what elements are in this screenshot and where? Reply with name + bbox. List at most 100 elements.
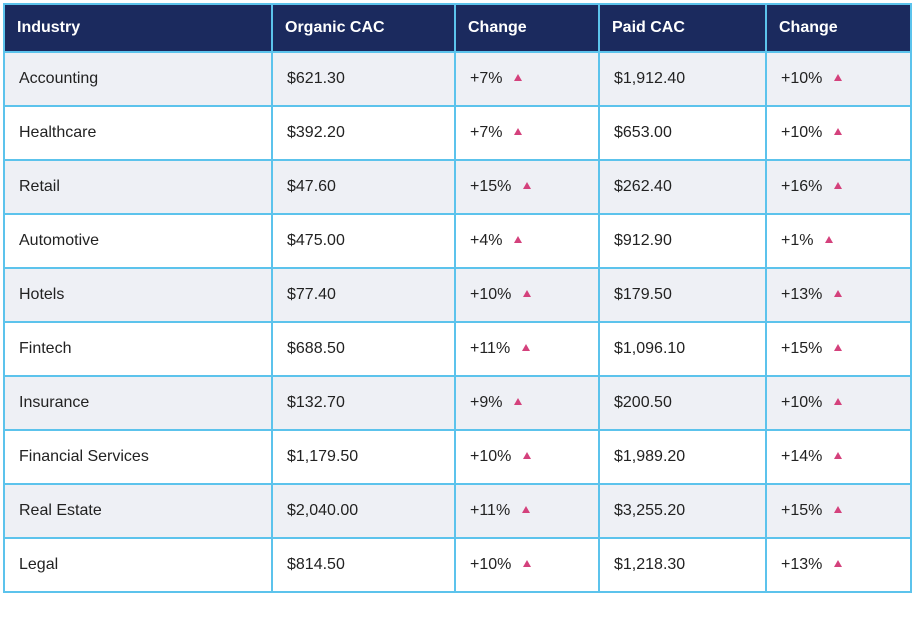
table-row: Automotive $475.00 +4% $912.90 +1% — [3, 213, 912, 269]
cell-text: $392.20 — [287, 124, 345, 141]
table-row: Legal $814.50 +10% $1,218.30 +13% — [3, 537, 912, 593]
cell-text: +16% — [781, 178, 823, 195]
up-arrow-icon — [523, 560, 532, 567]
change-cell: +10% — [454, 537, 600, 593]
cell-text: Legal — [19, 556, 59, 573]
cell-text: +15% — [470, 178, 512, 195]
up-arrow-icon — [522, 506, 531, 513]
cell-text: $1,989.20 — [614, 448, 686, 465]
cell-text: $77.40 — [287, 286, 336, 303]
cac-cell: $1,218.30 — [598, 537, 767, 593]
header-cell: Organic CAC — [271, 3, 456, 53]
cell-text: $1,179.50 — [287, 448, 359, 465]
up-arrow-icon — [522, 344, 531, 351]
up-arrow-icon — [834, 74, 843, 81]
up-arrow-icon — [523, 290, 532, 297]
cell-text: $132.70 — [287, 394, 345, 411]
up-arrow-icon — [514, 74, 523, 81]
cac-cell: $814.50 — [271, 537, 456, 593]
change-cell: +16% — [765, 159, 912, 215]
change-cell: +9% — [454, 375, 600, 431]
cac-cell: $621.30 — [271, 51, 456, 107]
cac-cell: $653.00 — [598, 105, 767, 161]
change-cell: +11% — [454, 483, 600, 539]
table-row: Accounting $621.30 +7% $1,912.40 +10% — [3, 51, 912, 107]
table-header: Industry Organic CAC Change Paid CAC Change — [3, 3, 912, 53]
industry-cell: Automotive — [3, 213, 273, 269]
table-row: Real Estate $2,040.00 +11% $3,255.20 +15% — [3, 483, 912, 539]
industry-cell: Fintech — [3, 321, 273, 377]
cell-text: Hotels — [19, 286, 65, 303]
table-body: Accounting $621.30 +7% $1,912.40 +10% Healthc… — [3, 51, 912, 593]
industry-cell: Insurance — [3, 375, 273, 431]
cac-cell: $392.20 — [271, 105, 456, 161]
up-arrow-icon — [514, 398, 523, 405]
cell-text: $1,218.30 — [614, 556, 686, 573]
cac-cell: $3,255.20 — [598, 483, 767, 539]
cell-text: +15% — [781, 502, 823, 519]
table-row: Retail $47.60 +15% $262.40 +16% — [3, 159, 912, 215]
cell-text: $912.90 — [614, 232, 672, 249]
industry-cell: Accounting — [3, 51, 273, 107]
cac-cell: $912.90 — [598, 213, 767, 269]
cell-text: $688.50 — [287, 340, 345, 357]
industry-cell: Healthcare — [3, 105, 273, 161]
cac-cell: $2,040.00 — [271, 483, 456, 539]
change-cell: +15% — [454, 159, 600, 215]
cell-text: +10% — [781, 394, 823, 411]
cell-text: Financial Services — [19, 448, 149, 465]
change-cell: +10% — [454, 429, 600, 485]
cell-text: +13% — [781, 556, 823, 573]
up-arrow-icon — [834, 560, 843, 567]
cell-text: $47.60 — [287, 178, 336, 195]
up-arrow-icon — [834, 182, 843, 189]
industry-cell: Financial Services — [3, 429, 273, 485]
up-arrow-icon — [825, 236, 834, 243]
cell-text: $1,096.10 — [614, 340, 686, 357]
cac-cell: $47.60 — [271, 159, 456, 215]
cell-text: $1,912.40 — [614, 70, 686, 87]
cell-text: +7% — [470, 70, 503, 87]
cell-text: +7% — [470, 124, 503, 141]
up-arrow-icon — [834, 128, 843, 135]
header-cell: Paid CAC — [598, 3, 767, 53]
cell-text: +9% — [470, 394, 503, 411]
cell-text: $200.50 — [614, 394, 672, 411]
change-cell: +11% — [454, 321, 600, 377]
up-arrow-icon — [514, 236, 523, 243]
up-arrow-icon — [834, 452, 843, 459]
cell-text: $262.40 — [614, 178, 672, 195]
change-cell: +10% — [454, 267, 600, 323]
cac-cell: $1,096.10 — [598, 321, 767, 377]
table-row: Fintech $688.50 +11% $1,096.10 +15% — [3, 321, 912, 377]
cell-text: +1% — [781, 232, 814, 249]
table-row: Financial Services $1,179.50 +10% $1,989.20… — [3, 429, 912, 485]
change-cell: +15% — [765, 483, 912, 539]
industry-cell: Real Estate — [3, 483, 273, 539]
cac-cell: $179.50 — [598, 267, 767, 323]
header-cell: Industry — [3, 3, 273, 53]
change-cell: +10% — [765, 105, 912, 161]
cell-text: $814.50 — [287, 556, 345, 573]
change-cell: +1% — [765, 213, 912, 269]
cell-text: Real Estate — [19, 502, 102, 519]
cell-text: Healthcare — [19, 124, 97, 141]
table-row: Healthcare $392.20 +7% $653.00 +10% — [3, 105, 912, 161]
up-arrow-icon — [834, 344, 843, 351]
cell-text: +4% — [470, 232, 503, 249]
table-row: Hotels $77.40 +10% $179.50 +13% — [3, 267, 912, 323]
header-row: Industry Organic CAC Change Paid CAC Change — [3, 3, 912, 53]
cell-text: $621.30 — [287, 70, 345, 87]
change-cell: +15% — [765, 321, 912, 377]
change-cell: +7% — [454, 105, 600, 161]
change-cell: +7% — [454, 51, 600, 107]
header-cell: Change — [454, 3, 600, 53]
cell-text: +11% — [470, 502, 511, 519]
cell-text: +15% — [781, 340, 823, 357]
cac-cell: $1,912.40 — [598, 51, 767, 107]
up-arrow-icon — [834, 290, 843, 297]
cell-text: $475.00 — [287, 232, 345, 249]
cell-text: Insurance — [19, 394, 90, 411]
cac-cell: $77.40 — [271, 267, 456, 323]
